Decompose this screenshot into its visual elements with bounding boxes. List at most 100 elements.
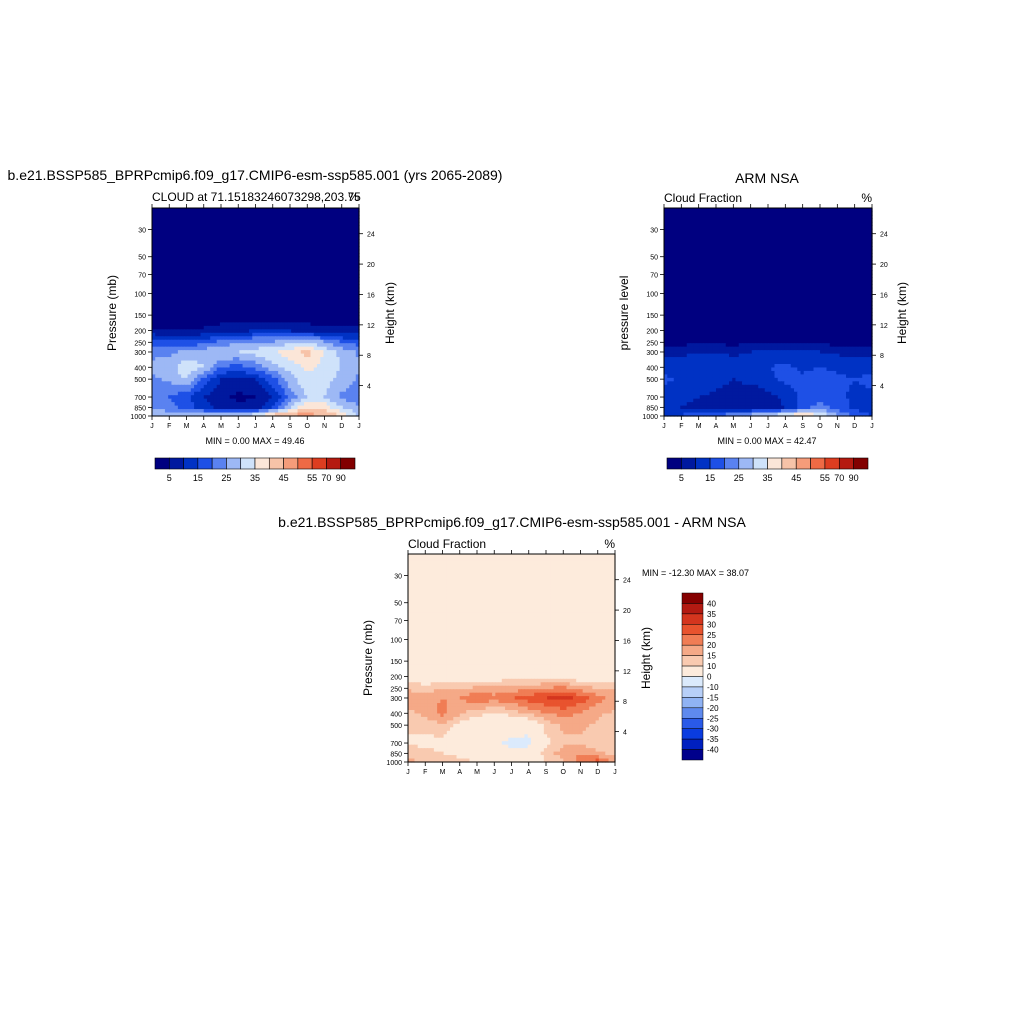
- model-contour-cell: [346, 374, 350, 379]
- model-contour-cell: [223, 263, 227, 268]
- model-contour-cell: [236, 343, 240, 348]
- model-contour-cell: [339, 360, 344, 365]
- model-contour-cell: [291, 287, 295, 292]
- model-contour-cell: [194, 360, 198, 365]
- model-contour-cell: [229, 284, 234, 289]
- obs-contour-cell: [794, 218, 798, 223]
- model-contour-cell: [339, 218, 344, 223]
- model-contour-cell: [249, 260, 253, 265]
- model-contour-cell: [213, 322, 218, 327]
- model-contour-cell: [216, 208, 221, 213]
- model-contour-cell: [174, 270, 179, 275]
- model-contour-cell: [210, 336, 215, 341]
- model-contour-cell: [158, 412, 163, 417]
- model-contour-cell: [323, 305, 328, 310]
- model-contour-cell: [342, 322, 347, 327]
- model-contour-cell: [287, 211, 292, 216]
- obs-contour-cell: [735, 260, 740, 265]
- model-contour-cell: [294, 308, 299, 313]
- model-contour-cell: [161, 370, 166, 375]
- model-contour-cell: [268, 294, 273, 299]
- model-contour-cell: [274, 353, 279, 358]
- model-contour-cell: [349, 398, 354, 403]
- obs-contour-cell: [820, 228, 824, 233]
- model-contour-cell: [336, 239, 341, 244]
- model-contour-cell: [194, 350, 198, 355]
- model-contour-cell: [278, 232, 282, 237]
- model-contour-cell: [355, 391, 360, 396]
- model-contour-cell: [242, 409, 247, 414]
- model-contour-cell: [181, 256, 185, 261]
- model-contour-cell: [168, 350, 172, 355]
- model-contour-cell: [274, 218, 279, 223]
- obs-contour-cell: [839, 256, 844, 261]
- obs-contour-cell: [751, 242, 756, 247]
- model-contour-cell: [206, 346, 211, 351]
- model-contour-cell: [271, 263, 276, 268]
- model-contour-cell: [294, 239, 299, 244]
- obs-contour-cell: [745, 218, 750, 223]
- model-contour-cell: [203, 214, 208, 219]
- model-contour-cell: [168, 325, 172, 330]
- model-contour-cell: [181, 208, 185, 213]
- model-contour-cell: [216, 242, 221, 247]
- obs-contour-cell: [842, 260, 847, 265]
- model-contour-cell: [291, 398, 295, 403]
- obs-contour-cell: [742, 228, 746, 233]
- model-contour-cell: [252, 391, 257, 396]
- model-contour-cell: [255, 346, 260, 351]
- model-contour-cell: [164, 315, 169, 320]
- model-contour-cell: [255, 325, 260, 330]
- obs-contour-cell: [735, 225, 740, 230]
- model-contour-cell: [300, 239, 305, 244]
- model-contour-cell: [352, 391, 357, 396]
- model-contour-cell: [326, 332, 331, 337]
- model-contour-cell: [213, 367, 218, 372]
- model-contour-cell: [271, 402, 276, 407]
- model-contour-cell: [329, 402, 334, 407]
- model-contour-cell: [190, 384, 195, 389]
- obs-contour-cell: [777, 253, 782, 258]
- obs-contour-cell: [800, 214, 805, 219]
- model-contour-cell: [245, 370, 250, 375]
- model-contour-cell: [304, 214, 308, 219]
- model-contour-cell: [168, 246, 172, 251]
- model-contour-cell: [174, 277, 179, 282]
- model-contour-cell: [287, 270, 292, 275]
- model-contour-cell: [219, 218, 224, 223]
- model-contour-cell: [187, 277, 192, 282]
- model-contour-cell: [320, 339, 325, 344]
- model-contour-cell: [300, 325, 305, 330]
- model-contour-cell: [232, 412, 237, 417]
- model-contour-cell: [310, 325, 315, 330]
- model-contour-cell: [252, 336, 257, 341]
- model-contour-cell: [287, 343, 292, 348]
- model-contour-cell: [316, 367, 321, 372]
- model-contour-cell: [242, 332, 247, 337]
- model-contour-cell: [323, 329, 328, 334]
- obs-contour-cell: [758, 218, 763, 223]
- model-contour-cell: [197, 398, 202, 403]
- model-contour-cell: [249, 284, 253, 289]
- model-contour-cell: [210, 322, 215, 327]
- model-contour-cell: [226, 332, 231, 337]
- model-contour-cell: [284, 384, 289, 389]
- model-contour-cell: [304, 402, 308, 407]
- model-contour-cell: [177, 312, 182, 317]
- model-contour-cell: [284, 235, 289, 240]
- model-contour-cell: [307, 353, 312, 358]
- model-contour-cell: [342, 402, 347, 407]
- model-contour-cell: [329, 256, 334, 261]
- model-contour-cell: [216, 280, 221, 285]
- model-contour-cell: [242, 312, 247, 317]
- model-contour-cell: [181, 280, 185, 285]
- obs-contour-cell: [829, 214, 834, 219]
- model-contour-cell: [190, 256, 195, 261]
- model-contour-cell: [304, 305, 308, 310]
- obs-contour-cell: [787, 235, 792, 240]
- model-contour-cell: [297, 308, 302, 313]
- obs-contour-cell: [716, 214, 720, 219]
- obs-contour-cell: [829, 232, 834, 237]
- model-contour-cell: [336, 214, 341, 219]
- model-contour-cell: [352, 325, 357, 330]
